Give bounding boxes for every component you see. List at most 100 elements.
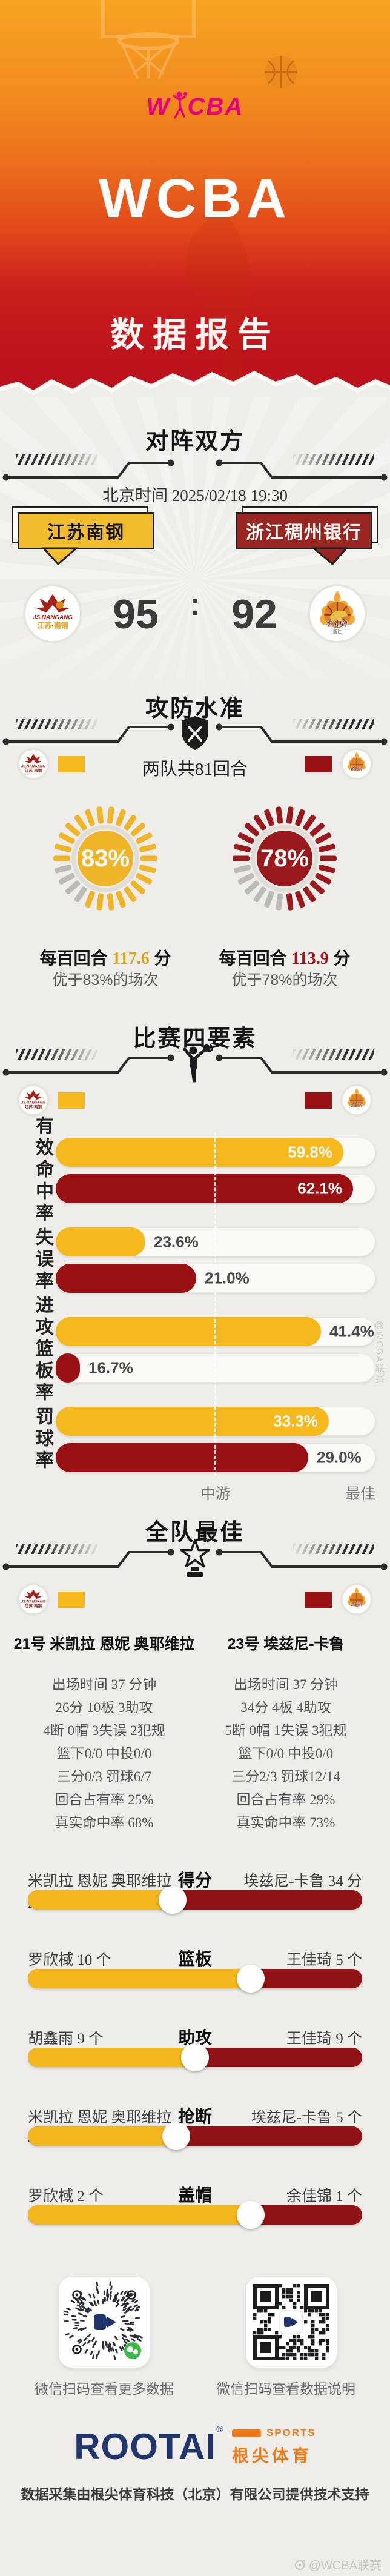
stat-line: 三分2/3 罚球12/14 (231, 1769, 340, 1784)
home-score: 95 (113, 591, 159, 637)
axis-label-mid: 中游 (200, 1486, 231, 1502)
stat-line: 三分0/3 罚球6/7 (56, 1769, 152, 1784)
duel-home-portion (28, 2126, 176, 2146)
league-median-line (214, 1133, 216, 1476)
qr-code-more-data (59, 2277, 150, 2368)
torn-paper-edge (0, 371, 390, 401)
factor-bar-away (56, 1264, 196, 1293)
rootai-wordmark: ROOTAI (74, 2426, 217, 2467)
home-per100: 每百回合 117.6 分 (39, 949, 171, 968)
stat-line: 篮下0/0 中投0/0 (56, 1746, 152, 1761)
duel-row-points: 米凯拉 恩妮 奥耶维拉 26 分 得分 埃兹尼-卡鲁 34 分 (28, 1867, 362, 1913)
qr-code-data-notes (246, 2277, 337, 2368)
stat-line: 篮下0/0 中投0/0 (238, 1746, 334, 1761)
stat-line: 真实命中率 68% (55, 1815, 154, 1830)
stat-line: 4断 0帽 3失误 2犯规 (43, 1723, 165, 1738)
star-trophy-icon (180, 1539, 210, 1577)
stat-line: 5断 0帽 1失误 3犯规 (225, 1723, 347, 1738)
stat-line: 回合占有率 25% (55, 1792, 154, 1807)
factor-bar-away (56, 1443, 308, 1472)
home-best-player-stats: 出场时间 37 分钟 26分 10板 3助攻 4断 0帽 3失误 2犯规 篮下0… (1, 1673, 207, 1834)
duel-stat-name: 得分 (178, 1871, 213, 1890)
player-silhouette (186, 182, 250, 400)
home-color-swatch (58, 756, 85, 772)
wcba-league-logo: W CBA (0, 91, 390, 122)
divider-hatch (293, 719, 374, 729)
duel-right-label: 余佳锦 1 个 (286, 2188, 363, 2205)
divider-line (2, 723, 388, 745)
duel-slider (28, 1886, 362, 1914)
home-team-name: 江苏南钢 (47, 523, 125, 543)
stat-line: 34分 4板 4助攻 (240, 1700, 331, 1715)
factor-value-home: 41.4% (329, 1322, 374, 1341)
svg-text:ZJJN: ZJJN (350, 1602, 362, 1607)
duel-row-rebounds: 罗欣棫 10 个 篮板 王佳琦 5 个 (28, 1946, 362, 1970)
divider-line (2, 1054, 388, 1076)
stat-line: 出场时间 37 分钟 (51, 1677, 157, 1692)
away-better-than: 优于78%的场次 (231, 972, 338, 989)
home-best-player-name: 21号 米凯拉 恩妮 奥耶维拉 (13, 1636, 195, 1653)
score-separator: : (190, 587, 200, 622)
duel-knob (237, 1965, 265, 1993)
qr-caption-right: 微信扫码查看数据说明 (216, 2381, 355, 2397)
stat-line: 出场时间 37 分钟 (233, 1677, 339, 1692)
rootai-chinese-name: 根尖体育 (231, 2446, 312, 2465)
duel-home-portion (28, 1969, 251, 1988)
duel-slider (28, 2122, 362, 2150)
divider-hatch (293, 1049, 374, 1060)
factor-label: 罚球率 (33, 1407, 53, 1472)
factor-label: 进攻篮板率 (33, 1295, 53, 1404)
duel-right-label: 埃兹尼-卡鲁 34 分 (243, 1873, 363, 1890)
divider-line (2, 1549, 388, 1570)
rootai-logo: ROOTAI ® SPORTS 根尖体育 (0, 2425, 390, 2467)
away-team-logo: ZJJN 浙江 (310, 586, 365, 641)
duel-left-label: 罗欣棫 2 个 (28, 2188, 104, 2205)
factor-bar-home (56, 1227, 145, 1256)
factor-value-away: 29.0% (317, 1448, 362, 1467)
svg-text:JS.NANGANG: JS.NANGANG (21, 1101, 45, 1105)
svg-text:ZJJN: ZJJN (350, 1103, 362, 1108)
qr-caption-left: 微信扫码查看更多数据 (35, 2381, 174, 2397)
stat-line: 回合占有率 29% (236, 1792, 335, 1807)
home-percentile-badge: 83% (53, 806, 157, 911)
svg-text:83%: 83% (81, 845, 130, 872)
away-score: 92 (231, 591, 277, 637)
duel-stat-name: 盖帽 (178, 2186, 213, 2205)
home-team-logo-small: JS.NANGANG 江苏·南钢 (19, 1585, 47, 1613)
duel-stat-name: 篮板 (178, 1950, 213, 1969)
away-color-swatch (305, 756, 332, 772)
registered-mark: ® (216, 2425, 223, 2435)
rootai-orange-bar (231, 2429, 261, 2437)
svg-text:ZJJN: ZJJN (350, 766, 362, 772)
home-team-logo-small: JS.NANGANG 江苏·南钢 (19, 750, 47, 778)
away-team-logo-small: ZJJN (343, 1086, 371, 1114)
basketball-icon (265, 56, 297, 88)
duel-slider (28, 1965, 362, 1993)
hoop-icon (101, 0, 196, 79)
duel-home-portion (28, 2205, 251, 2225)
divider-hatch (16, 719, 97, 729)
divider-hatch (293, 454, 374, 465)
factor-label: 有效命中率 (33, 1116, 53, 1225)
duel-stat-name: 抢断 (178, 2108, 213, 2126)
duel-right-label: 埃兹尼-卡鲁 5 个 (251, 2110, 363, 2126)
factor-bar-away (56, 1353, 80, 1383)
duel-right-label: 王佳琦 5 个 (286, 1952, 363, 1968)
watermark-text: @WCBA联赛 (308, 2559, 382, 2572)
home-team-banner: 江苏南钢 (18, 512, 154, 549)
away-color-swatch (305, 1592, 332, 1608)
home-per100-value: 117.6 (112, 949, 150, 968)
duel-home-portion (28, 2048, 195, 2067)
factor-value-away: 16.7% (88, 1358, 133, 1377)
watermark-vertical: @WCBA联赛 (374, 1321, 385, 1384)
duel-knob (181, 2043, 209, 2071)
svg-text:江苏·南钢: 江苏·南钢 (38, 621, 68, 629)
away-best-player-stats: 出场时间 37 分钟 34分 4板 4助攻 5断 0帽 1失误 3犯规 篮下0/… (183, 1673, 389, 1834)
home-better-than: 优于83%的场次 (52, 972, 159, 989)
svg-text:江苏·南钢: 江苏·南钢 (25, 768, 42, 773)
duel-row-blocks: 罗欣棫 2 个 盖帽 余佳锦 1 个 (28, 2182, 362, 2206)
divider-hatch (16, 1544, 97, 1554)
match-time: 北京时间 2025/02/18 19:30 (102, 486, 288, 505)
factor-value-home: 33.3% (273, 1412, 318, 1430)
duel-knob (159, 1886, 187, 1914)
